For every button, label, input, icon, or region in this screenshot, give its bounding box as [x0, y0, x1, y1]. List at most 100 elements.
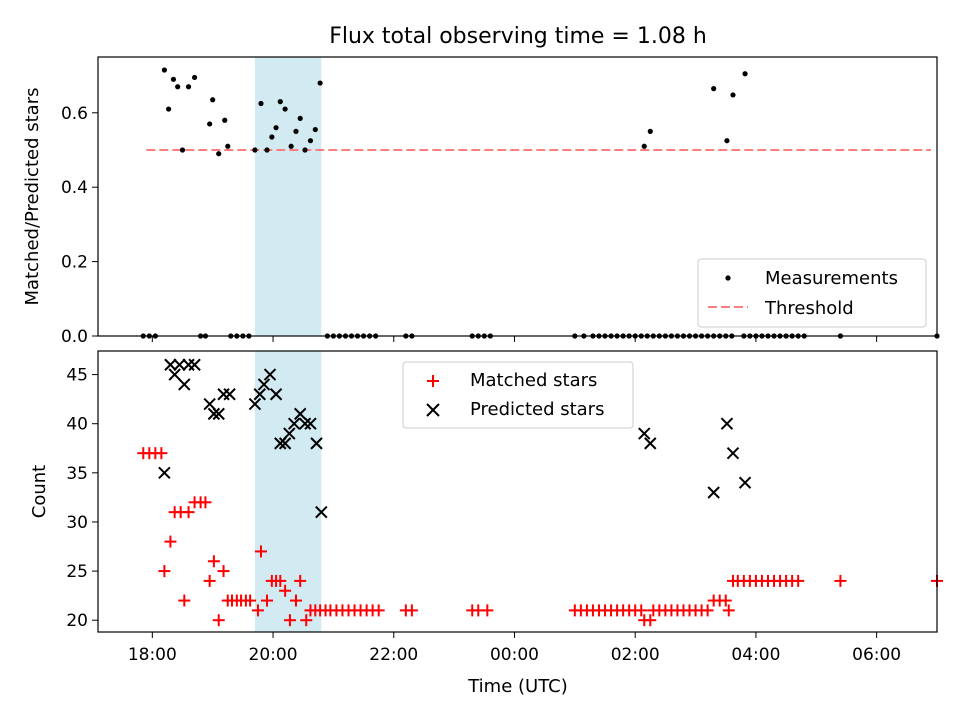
measurement-point: [730, 92, 736, 98]
predicted-star-point: [203, 397, 216, 411]
measurement-point: [742, 71, 748, 77]
matched-star-point: [164, 535, 177, 548]
legend-threshold-label: Threshold: [764, 298, 854, 319]
matched-star-point: [261, 594, 274, 607]
top-x-ticks: [151, 336, 878, 342]
matched-star-point: [178, 594, 191, 607]
measurement-point: [269, 134, 275, 140]
xtick-label: 04:00: [731, 645, 780, 665]
matched-star-point: [254, 545, 267, 558]
predicted-star-point: [738, 476, 752, 489]
top-panel: 0.0 0.2 0.4 0.6 Matched/Predicted stars Mea…: [22, 56, 940, 347]
measurement-point: [216, 151, 222, 157]
matched-star-point: [834, 574, 847, 587]
matched-star-point: [155, 447, 168, 460]
top-y-ticks: 0.0 0.2 0.4 0.6: [61, 104, 98, 347]
matched-star-point: [289, 594, 302, 607]
matched-star-point: [274, 574, 287, 587]
top-ytick-label: 0.0: [61, 327, 88, 347]
bottom-ytick-label: 35: [66, 464, 88, 484]
legend-measurements-marker: [725, 275, 731, 281]
measurement-point: [724, 138, 730, 144]
measurement-point: [647, 128, 653, 134]
matched-star-point: [283, 614, 296, 627]
predicted-star-point: [168, 368, 181, 381]
matched-star-point: [244, 594, 257, 607]
predicted-star-points: [158, 358, 752, 519]
predicted-star-point: [207, 407, 221, 421]
bottom-ytick-label: 45: [66, 366, 88, 386]
xtick-label: 20:00: [249, 645, 298, 665]
bottom-ytick-label: 40: [66, 415, 88, 435]
predicted-star-point: [707, 486, 720, 499]
top-y-axis-label: Matched/Predicted stars: [22, 88, 43, 306]
measurement-point: [293, 128, 299, 134]
measurement-point: [302, 147, 308, 153]
bottom-legend-box: [402, 361, 634, 429]
measurement-point: [252, 147, 258, 153]
bottom-y-ticks: 20 25 30 35 40 45: [66, 366, 98, 631]
matched-star-point: [722, 604, 735, 617]
bottom-ytick-label: 25: [66, 562, 88, 582]
measurement-point: [288, 143, 294, 149]
top-ytick-label: 0.6: [61, 104, 88, 124]
measurement-point: [312, 126, 318, 133]
measurement-point: [166, 106, 172, 112]
predicted-star-point: [263, 368, 277, 381]
measurement-point: [307, 138, 314, 144]
predicted-star-point: [720, 417, 734, 430]
top-ytick-label: 0.4: [61, 178, 88, 198]
top-highlight-span: [254, 57, 322, 336]
predicted-star-point: [287, 417, 301, 430]
bottom-legend: Matched stars Predicted stars: [402, 361, 634, 429]
measurement-point: [264, 147, 270, 153]
top-ytick-label: 0.2: [61, 253, 88, 273]
xtick-label: 22:00: [369, 645, 418, 665]
measurement-point: [317, 80, 323, 86]
matched-star-point: [701, 604, 714, 617]
matched-star-point: [372, 604, 385, 617]
xtick-label: 06:00: [852, 645, 901, 665]
measurement-point: [175, 84, 181, 90]
predicted-star-point: [257, 378, 271, 391]
legend-predicted-marker: [426, 403, 440, 417]
predicted-star-point: [278, 437, 292, 450]
measurement-point: [210, 97, 216, 103]
matched-star-point: [203, 574, 216, 587]
predicted-star-point: [223, 388, 236, 401]
measurement-point: [170, 76, 177, 82]
matched-star-point: [212, 614, 225, 627]
bottom-highlight-span: [254, 351, 322, 632]
matched-star-point: [182, 506, 195, 519]
predicted-star-point: [188, 358, 201, 371]
matched-star-point: [644, 614, 657, 627]
measurement-point: [282, 106, 288, 112]
top-legend-box: [697, 258, 927, 328]
legend-predicted-label: Predicted stars: [470, 399, 604, 420]
top-axes-frame: [97, 56, 938, 337]
measurement-point: [185, 84, 192, 90]
predicted-star-point: [310, 437, 323, 450]
predicted-star-point: [158, 466, 171, 480]
chart-title: Flux total observing time = 1.08 h: [329, 24, 707, 49]
measurement-point: [277, 99, 283, 105]
matched-star-point: [792, 574, 805, 587]
bottom-panel: 20 25 30 35 40 45 18:00 20:00 22:00 00:00 02:00 04…: [29, 350, 943, 697]
measurement-point: [179, 147, 186, 153]
bottom-x-ticks: 18:00 20:00 22:00 00:00 02:00 04:00 06:00: [128, 632, 901, 665]
measurement-point: [711, 86, 717, 92]
xtick-label: 18:00: [128, 645, 177, 665]
xtick-label: 00:00: [490, 645, 539, 665]
matched-star-points: [137, 447, 943, 627]
bottom-ytick-label: 20: [66, 611, 88, 631]
x-axis-label: Time (UTC): [467, 676, 568, 697]
predicted-star-point: [726, 446, 740, 460]
predicted-star-point: [283, 427, 296, 440]
measurement-point: [641, 143, 647, 149]
measurement-point: [258, 100, 264, 107]
predicted-star-point: [298, 417, 312, 430]
matched-star-point: [217, 565, 230, 578]
predicted-star-point: [178, 378, 191, 391]
predicted-star-point: [293, 407, 307, 421]
